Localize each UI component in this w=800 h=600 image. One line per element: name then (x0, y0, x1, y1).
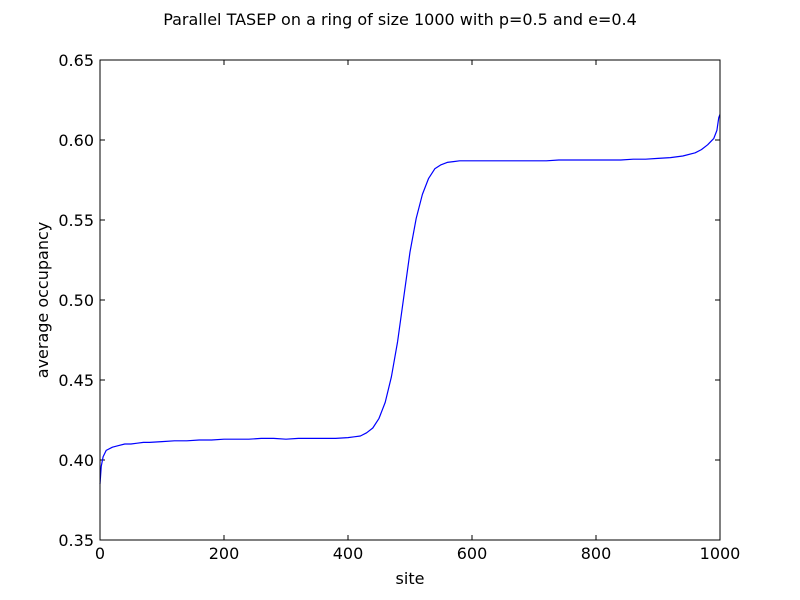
x-tick-label: 1000 (700, 544, 741, 563)
axis-ticks (99, 59, 721, 541)
x-tick-label: 800 (581, 544, 612, 563)
x-tick-label: 0 (95, 544, 105, 563)
y-tick-label: 0.55 (58, 211, 94, 230)
y-tick-label: 0.35 (58, 531, 94, 550)
x-tick-label: 400 (333, 544, 364, 563)
series-line-0 (99, 114, 721, 485)
y-tick-label: 0.60 (58, 131, 94, 150)
x-axis-label: site (396, 569, 425, 588)
y-tick-label: 0.65 (58, 51, 94, 70)
plot-frame (99, 59, 721, 541)
chart-title: Parallel TASEP on a ring of size 1000 wi… (163, 10, 637, 29)
series-layer (99, 114, 721, 485)
tick-labels: 0 200 400 600 800 1000 0.35 0.40 0.45 0.50 0.55 0.6… (58, 51, 740, 563)
y-tick-label: 0.50 (58, 291, 94, 310)
y-tick-label: 0.45 (58, 371, 94, 390)
x-tick-label: 200 (209, 544, 240, 563)
x-tick-label: 600 (457, 544, 488, 563)
y-axis-label: average occupancy (33, 222, 52, 378)
y-tick-label: 0.40 (58, 451, 94, 470)
